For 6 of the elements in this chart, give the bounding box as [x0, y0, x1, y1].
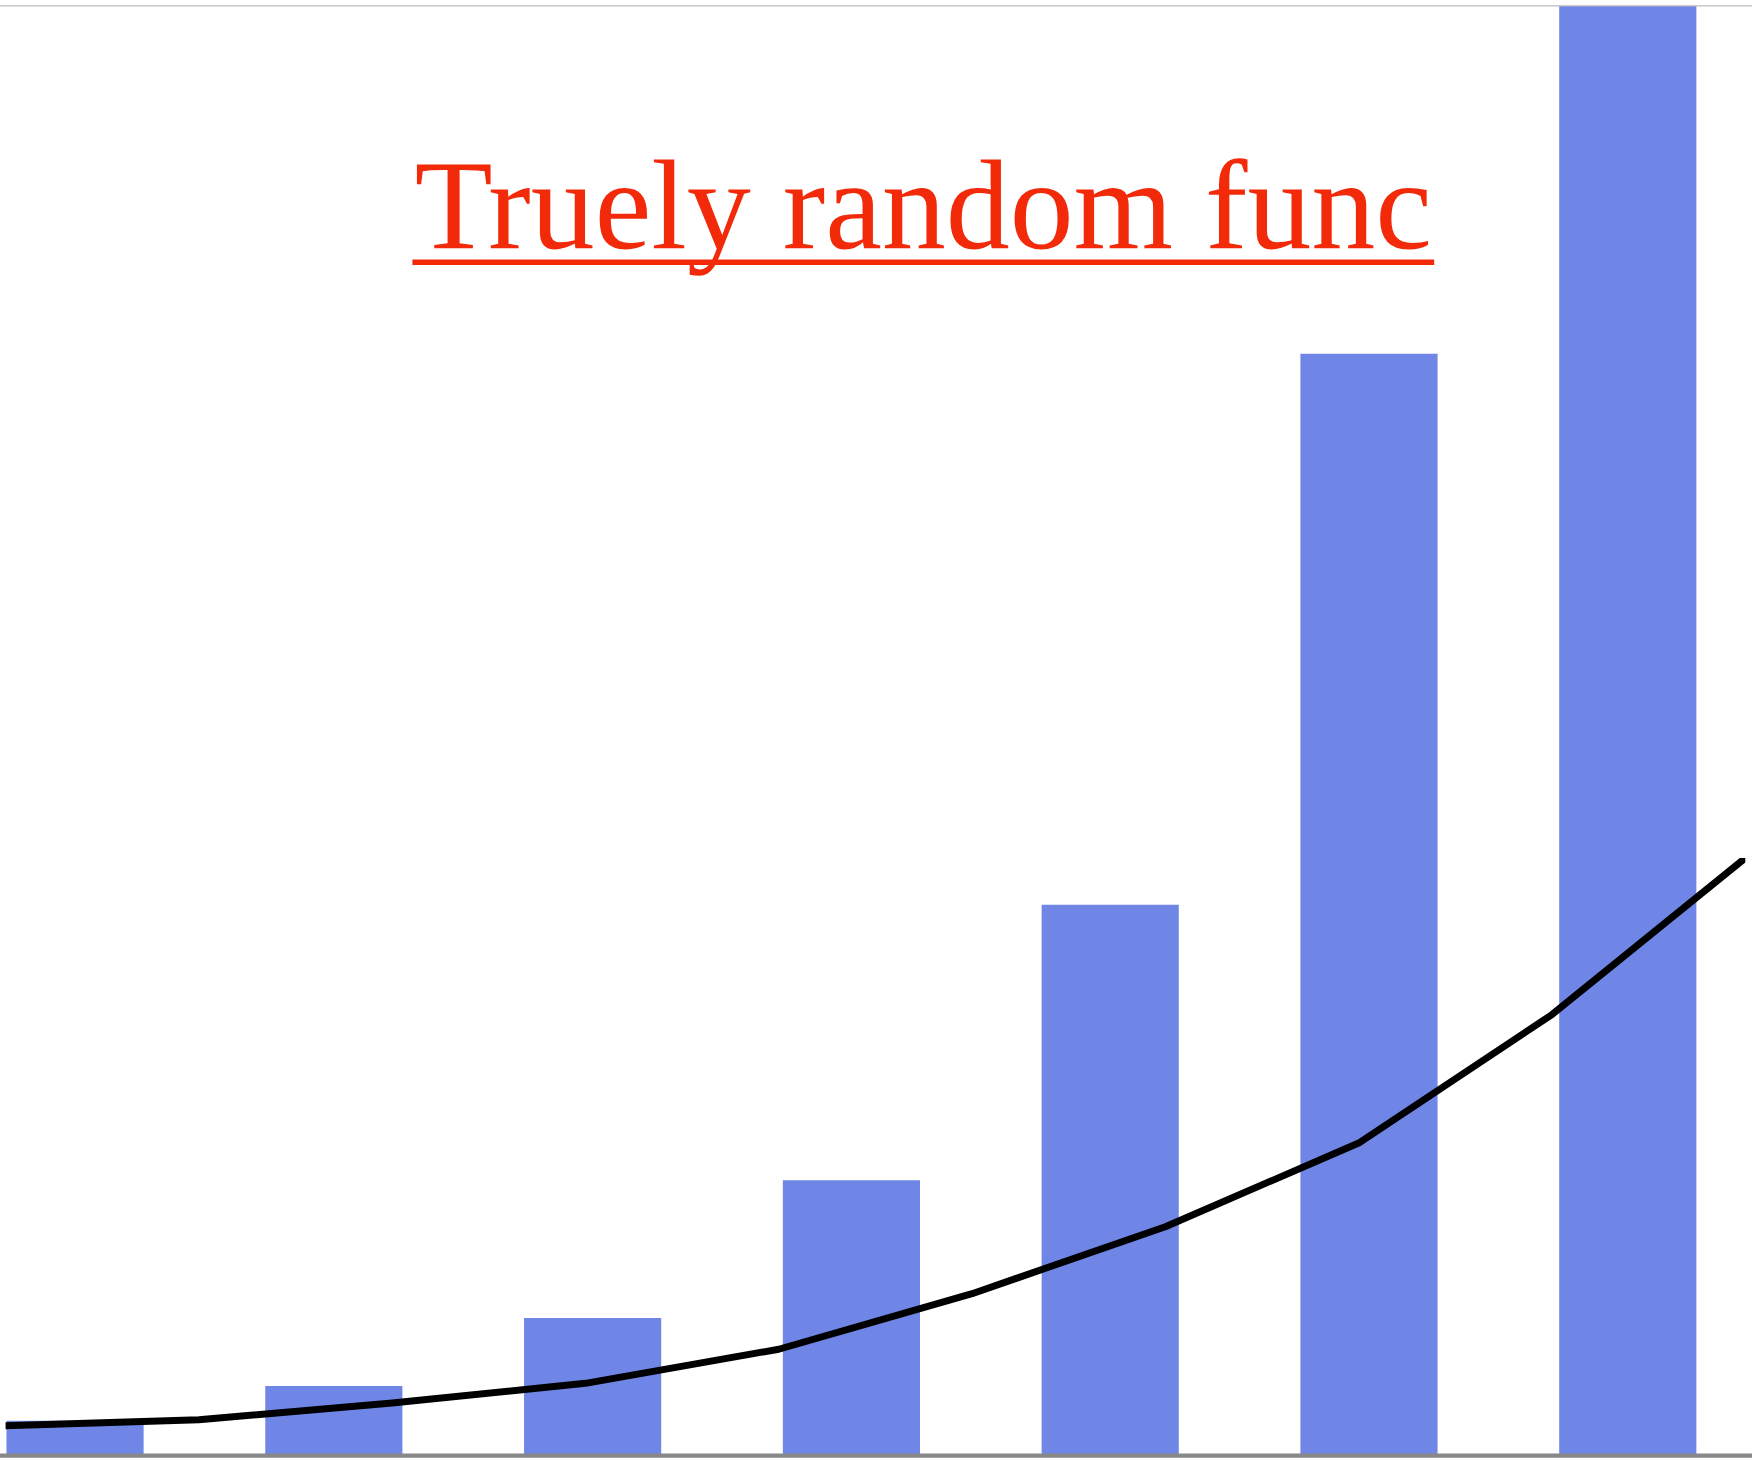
bar	[1041, 904, 1179, 1456]
bar	[1300, 353, 1438, 1456]
bar	[782, 1180, 920, 1456]
text: Truely random func	[416, 158, 1429, 276]
bar	[1559, 5, 1697, 1456]
bar	[524, 1317, 662, 1456]
